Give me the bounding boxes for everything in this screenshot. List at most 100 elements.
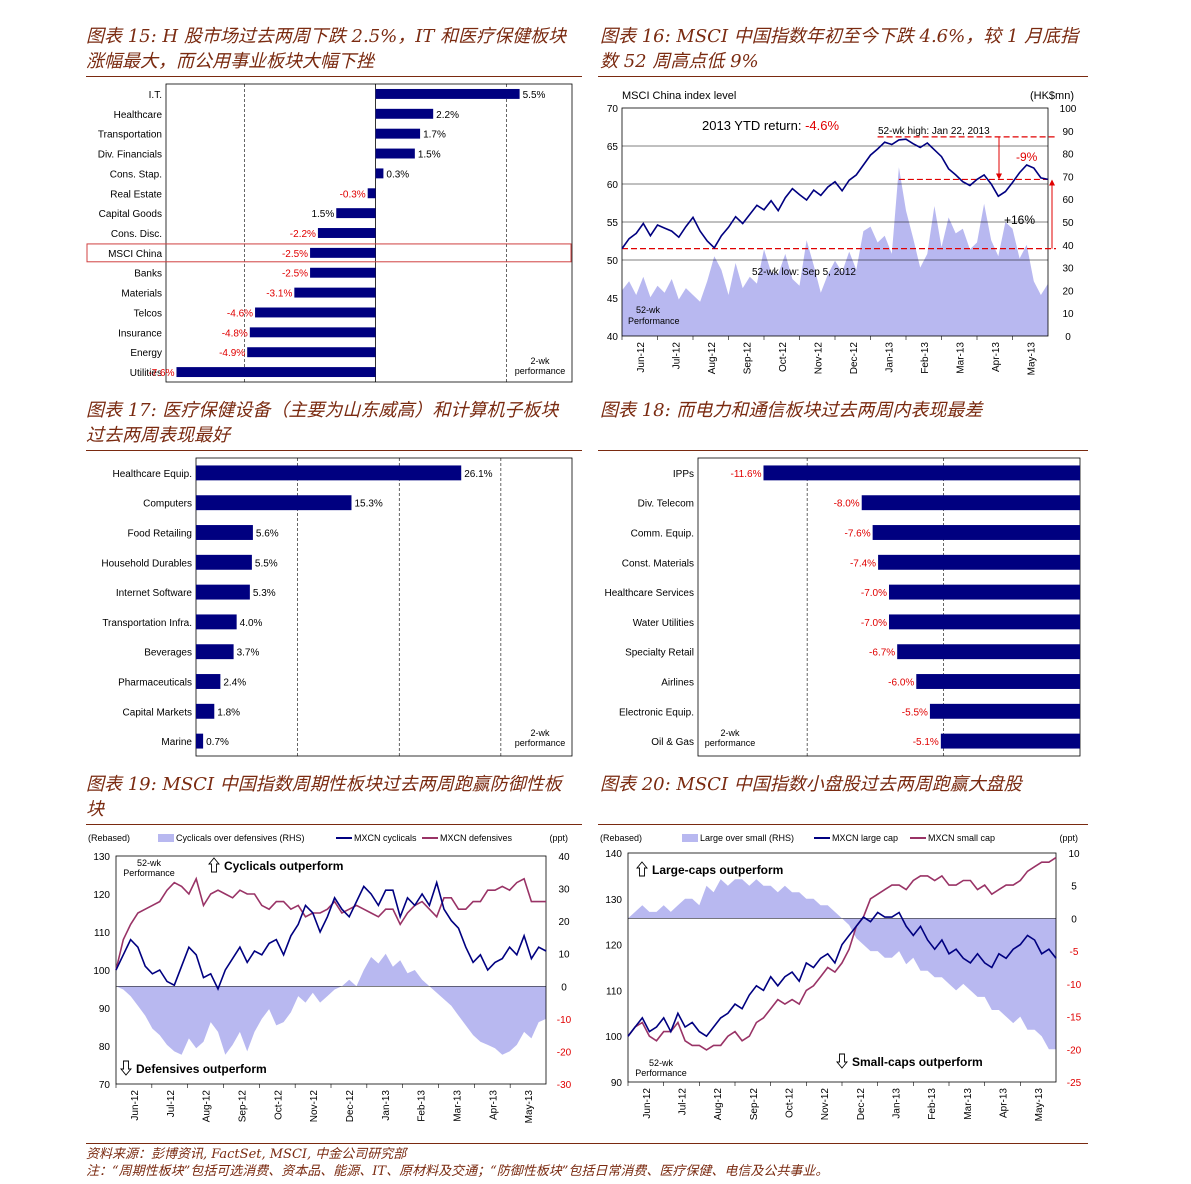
outperform-label-up: Large-caps outperform <box>652 863 783 877</box>
bar <box>375 148 415 159</box>
data-label: 1.5% <box>418 150 441 161</box>
y2-tick-label: 10 <box>1068 849 1080 860</box>
data-label: 15.3% <box>354 499 382 510</box>
category-label: I.T. <box>149 90 162 101</box>
x-tick-label: Oct-12 <box>778 342 789 372</box>
footer-note: 注：“周期性板块”包括可选消费、资本品、能源、IT、原材料及交通；“防御性板块”… <box>86 1164 829 1179</box>
y2-tick-label: 0 <box>1065 332 1071 343</box>
x-tick-label: Jan-13 <box>884 342 895 373</box>
spread-area <box>116 953 546 1055</box>
perf-label: Performance <box>628 316 680 326</box>
drop-annotation: -9% <box>1016 150 1038 164</box>
category-label: Cons. Stap. <box>110 169 162 180</box>
chart-18: IPPs -11.6% Div. Telecom -8.0% Comm. Equip. -… <box>605 457 1081 757</box>
x-tick-label: Sep-12 <box>749 1088 760 1121</box>
category-label: Household Durables <box>101 558 192 569</box>
data-label: 1.8% <box>217 707 240 718</box>
defensive-or-small-line <box>627 856 1057 1051</box>
category-label: Food Retailing <box>128 529 192 540</box>
bar <box>196 614 237 630</box>
y2-tick-label: -20 <box>557 1047 572 1058</box>
note-label: 2-wk <box>720 728 740 738</box>
chart-17-title-rule <box>86 450 582 451</box>
y-tick-label: 110 <box>94 928 110 939</box>
y-tick-label: 120 <box>605 941 622 952</box>
category-label: Real Estate <box>110 189 162 200</box>
legend-label: MXCN large cap <box>832 833 898 843</box>
footer-source: 资料来源：彭博资讯, FactSet, MSCI, 中金公司研究部 <box>86 1147 407 1162</box>
x-tick-label: Dec-12 <box>849 342 860 375</box>
note-label: 2-wk <box>530 356 550 366</box>
category-label: Specialty Retail <box>625 648 694 659</box>
bar <box>763 465 1080 481</box>
y2-tick-label: 20 <box>1062 286 1074 297</box>
category-label: Telcos <box>134 308 162 319</box>
category-label: Airlines <box>661 678 694 689</box>
x-tick-label: Jul-12 <box>671 342 682 370</box>
data-label: -4.8% <box>222 328 248 339</box>
y-tick-label: 70 <box>607 104 619 115</box>
x-tick-label: Jul-12 <box>166 1090 177 1118</box>
chart-20: 90 100 110 120 130 140 -25 -20 -15 -10 -5 0 5 10 (Reba… <box>600 833 1082 1121</box>
data-label: 2.4% <box>223 678 246 689</box>
category-label: Electronic Equip. <box>619 707 694 718</box>
bar <box>872 525 1080 540</box>
data-label: 3.7% <box>237 648 260 659</box>
category-label: Marine <box>161 737 192 748</box>
data-label: -3.1% <box>266 289 292 300</box>
category-label: Beverages <box>144 648 192 659</box>
perf-label: 52-wk <box>636 305 661 315</box>
x-tick-label: Jul-12 <box>678 1088 689 1116</box>
category-label: Transportation <box>98 130 162 141</box>
chart-15: I.T. 5.5% Healthcare 2.2% Transportation 1.7%… <box>86 83 573 383</box>
data-label: -0.3% <box>340 189 366 200</box>
x-tick-label: May-13 <box>1026 342 1037 376</box>
chart-19-title: 图表 19: MSCI 中国指数周期性板块过去两周跑赢防御性板块 <box>86 774 562 820</box>
category-label: Healthcare <box>114 110 163 121</box>
y-tick-label: 80 <box>99 1042 111 1053</box>
chart-20-title: 图表 20: MSCI 中国指数小盘股过去两周跑赢大盘股 <box>600 774 1022 795</box>
spread-area <box>628 879 1056 1050</box>
y-tick-label: 140 <box>605 849 622 860</box>
perf-label: Performance <box>123 868 175 878</box>
y-axis-label: MSCI China index level <box>622 90 736 102</box>
note-label: 2-wk <box>530 728 550 738</box>
category-label: Const. Materials <box>622 558 694 569</box>
y2-tick-label: 10 <box>1062 309 1074 320</box>
x-tick-label: Apr-13 <box>991 342 1002 372</box>
category-label: IPPs <box>673 469 694 480</box>
category-label: Utilities <box>130 368 162 379</box>
bar <box>196 703 215 719</box>
y-tick-label: 55 <box>607 218 619 229</box>
x-tick-label: Aug-12 <box>707 342 718 375</box>
category-label: Capital Goods <box>99 209 162 220</box>
y-axis-label: (Rebased) <box>600 833 642 843</box>
data-label: 1.5% <box>311 209 334 220</box>
y2-tick-label: -30 <box>557 1080 572 1091</box>
bar <box>247 347 376 358</box>
note-label: performance <box>705 738 756 748</box>
y2-tick-label: -15 <box>1067 1013 1082 1024</box>
y-axis-label: (Rebased) <box>88 833 130 843</box>
legend-swatch-area <box>682 834 698 842</box>
data-label: -4.9% <box>219 348 245 359</box>
x-tick-label: Jan-13 <box>381 1090 392 1121</box>
legend-label: Cyclicals over defensives (RHS) <box>176 833 305 843</box>
category-label: Healthcare Equip. <box>113 469 193 480</box>
data-label: 5.5% <box>255 558 278 569</box>
x-tick-label: Feb-13 <box>927 1088 938 1120</box>
low-annotation: 52-wk low: Sep 5, 2012 <box>752 267 856 278</box>
y-tick-label: 100 <box>605 1032 622 1043</box>
y-tick-label: 65 <box>607 142 619 153</box>
y-tick-label: 40 <box>607 332 619 343</box>
data-label: -2.2% <box>290 229 316 240</box>
category-label: Pharmaceuticals <box>118 678 192 689</box>
bar <box>196 733 204 749</box>
data-label: -11.6% <box>731 469 762 480</box>
perf-label: Performance <box>635 1068 687 1078</box>
x-tick-label: Nov-12 <box>813 342 824 375</box>
chart-15-title: 图表 15: H 股市场过去两周下跌 2.5%，IT 和医疗保健板块涨幅最大，而… <box>86 26 567 72</box>
y2-tick-label: 60 <box>1062 195 1074 206</box>
note-label: performance <box>515 366 566 376</box>
note-label: performance <box>515 738 566 748</box>
